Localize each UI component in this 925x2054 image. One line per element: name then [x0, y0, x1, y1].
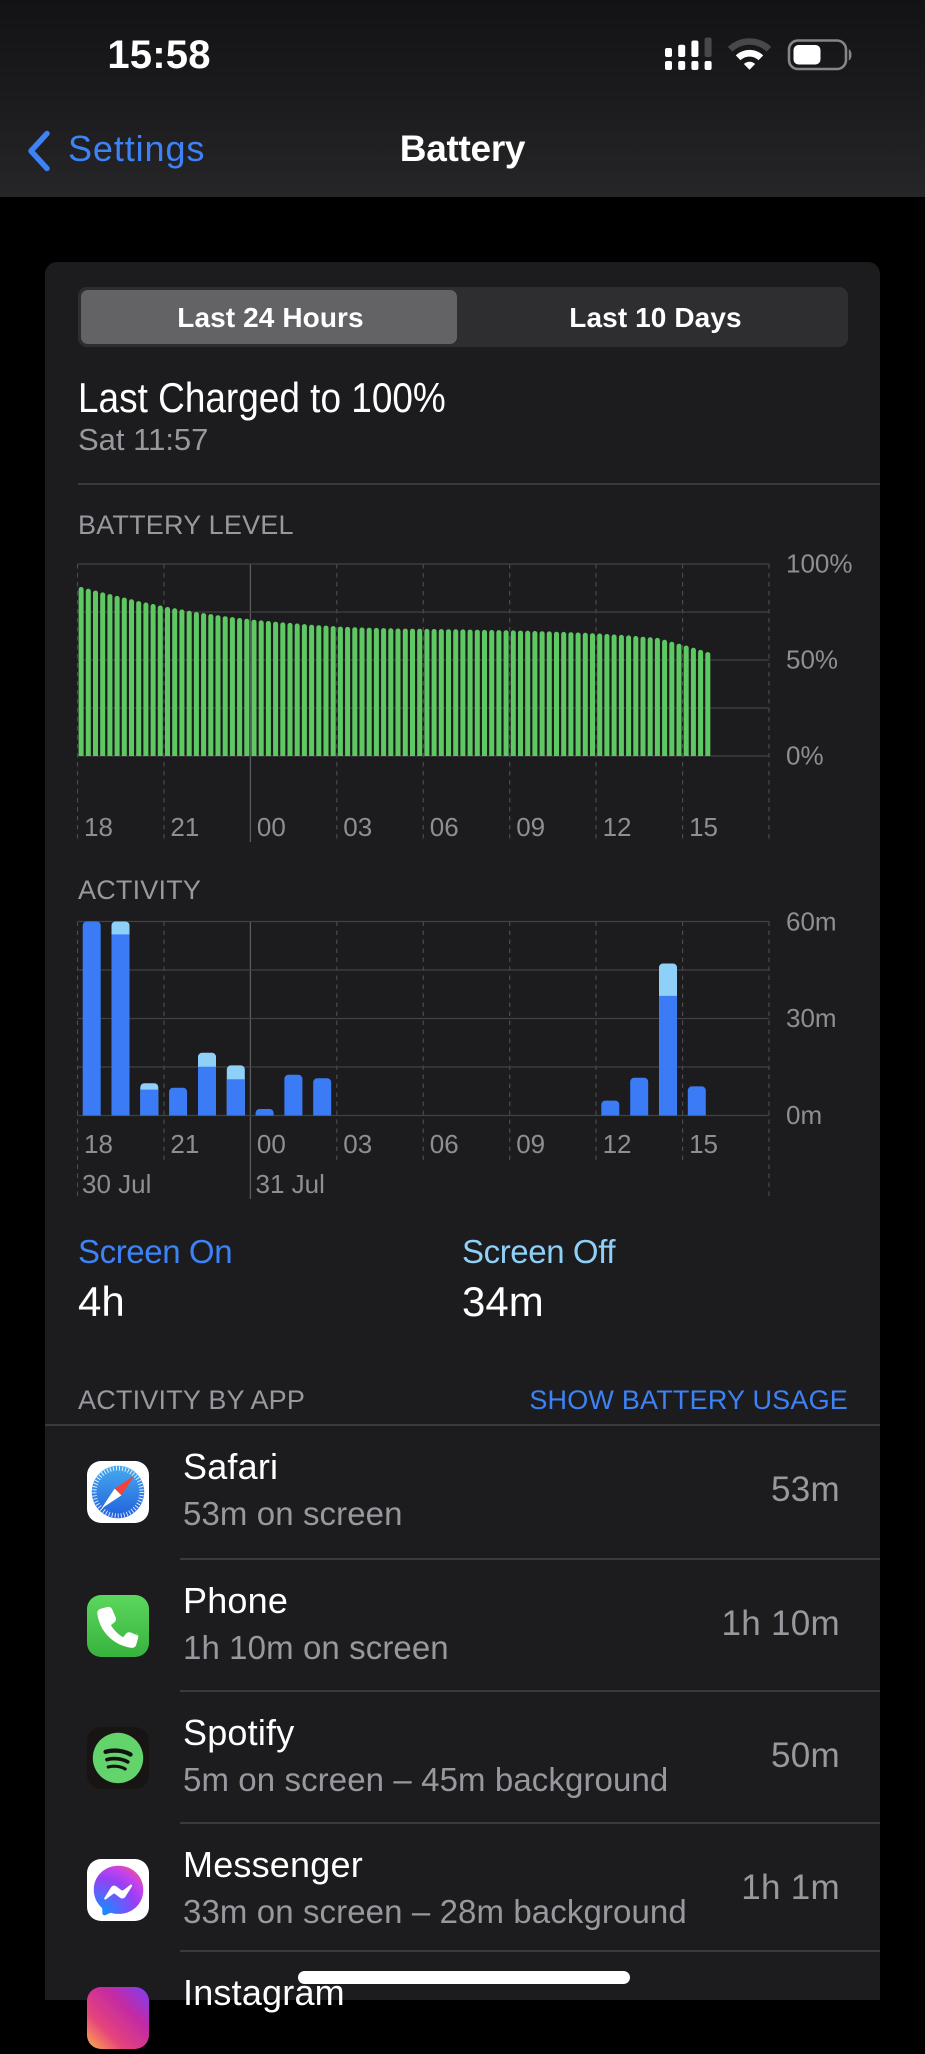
svg-text:18: 18 — [84, 1129, 113, 1159]
svg-text:50%: 50% — [786, 645, 838, 675]
svg-text:00: 00 — [257, 1129, 286, 1159]
svg-text:60m: 60m — [786, 909, 837, 937]
svg-text:0m: 0m — [786, 1100, 822, 1130]
svg-text:09: 09 — [516, 812, 545, 842]
svg-text:00: 00 — [257, 812, 286, 842]
svg-text:0%: 0% — [786, 741, 824, 771]
svg-text:21: 21 — [170, 1129, 199, 1159]
svg-text:12: 12 — [603, 812, 632, 842]
svg-text:30 Jul: 30 Jul — [82, 1169, 151, 1199]
svg-text:100%: 100% — [786, 552, 853, 579]
svg-text:06: 06 — [430, 1129, 459, 1159]
svg-text:15: 15 — [689, 1129, 718, 1159]
svg-text:30m: 30m — [786, 1003, 837, 1033]
svg-text:06: 06 — [430, 812, 459, 842]
svg-text:18: 18 — [84, 812, 113, 842]
svg-text:15: 15 — [689, 812, 718, 842]
svg-text:21: 21 — [170, 812, 199, 842]
svg-text:31 Jul: 31 Jul — [256, 1169, 325, 1199]
svg-text:03: 03 — [343, 1129, 372, 1159]
svg-text:09: 09 — [516, 1129, 545, 1159]
svg-text:12: 12 — [603, 1129, 632, 1159]
svg-text:03: 03 — [343, 812, 372, 842]
